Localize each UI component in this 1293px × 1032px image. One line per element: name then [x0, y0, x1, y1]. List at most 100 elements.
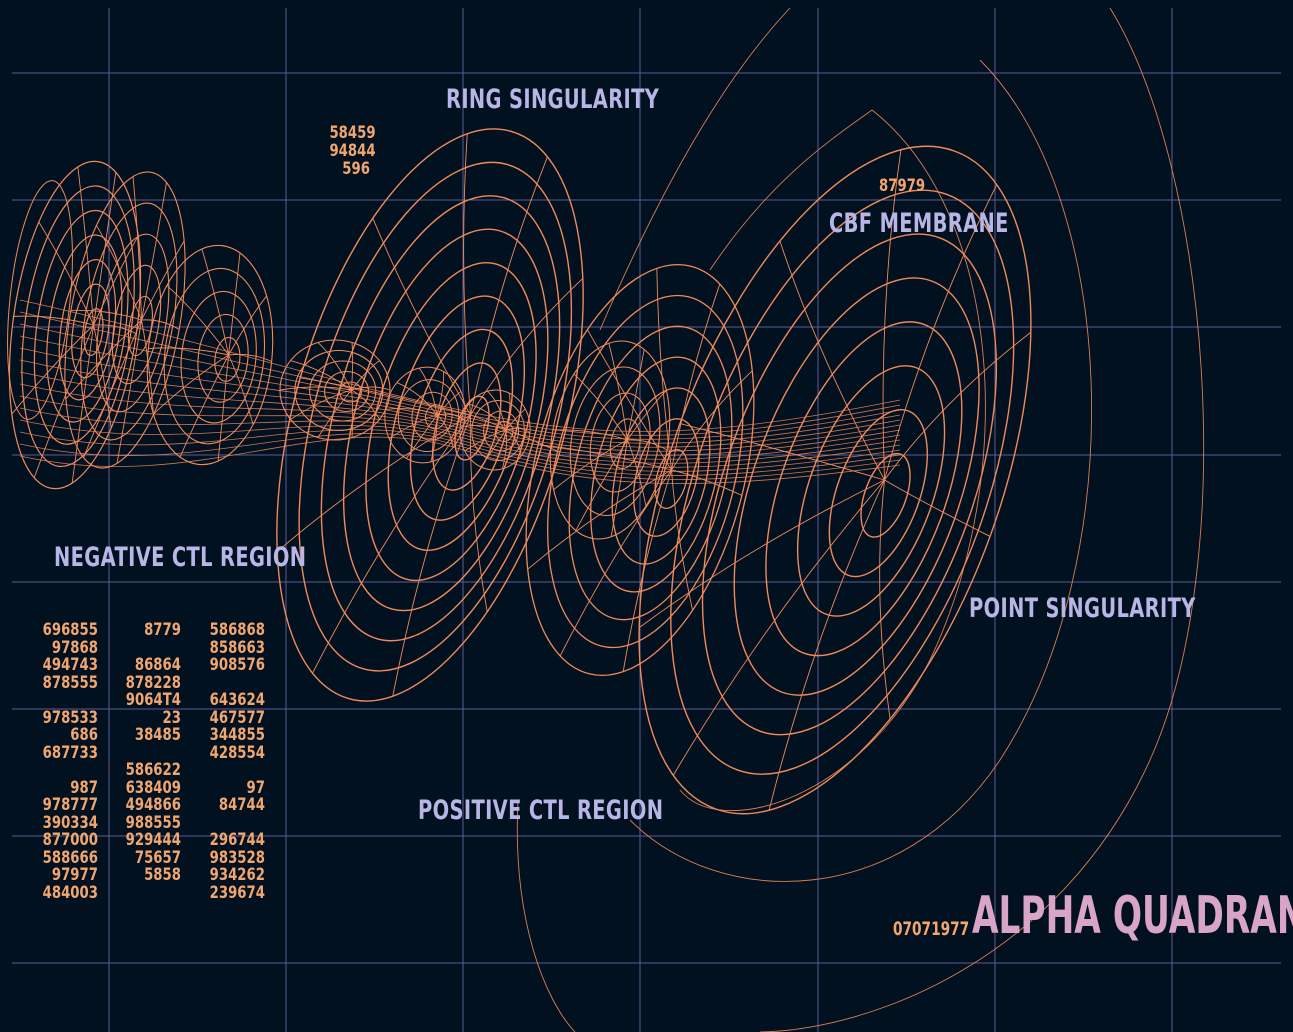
- table-cell: 344855: [209, 725, 265, 745]
- wire-spoke: [575, 439, 628, 531]
- orbit-arcs: [516, 7, 1205, 1032]
- table-cell: 638409: [125, 777, 181, 798]
- table-cell: 687733: [42, 742, 98, 763]
- wire-spoke: [93, 324, 137, 335]
- wire-spoke: [33, 324, 95, 478]
- table-cell: 84744: [218, 795, 265, 815]
- wire-ring: [796, 365, 946, 617]
- wire-spoke: [317, 389, 352, 438]
- cbf-membrane-label: CBF MEMBRANE: [829, 208, 1009, 239]
- wire-spoke: [626, 439, 647, 507]
- wire-spoke: [201, 248, 230, 356]
- table-cell: 643624: [209, 690, 265, 710]
- wire-spoke: [884, 479, 991, 537]
- table-cell: 987: [70, 777, 98, 798]
- table-cell: 878228: [125, 672, 181, 693]
- wire-spoke: [141, 182, 167, 321]
- wire-ring: [765, 321, 963, 657]
- wire-strand: [19, 433, 901, 480]
- wire-ring: [197, 313, 249, 403]
- wire-ring: [71, 283, 110, 379]
- wire-spoke: [93, 172, 117, 326]
- orbit-arc: [679, 109, 986, 811]
- wire-ring: [21, 185, 135, 468]
- wire-ring: [46, 234, 123, 423]
- wire-spoke: [626, 349, 645, 441]
- wire-ring: [860, 452, 911, 538]
- wire-ring: [609, 418, 641, 470]
- wire-ring: [33, 209, 129, 445]
- orbit-arc: [759, 7, 1205, 1032]
- wire-spoke: [879, 479, 891, 720]
- table-cell: 696855: [42, 620, 98, 640]
- wire-strand: [19, 419, 901, 472]
- wire-spoke: [96, 225, 142, 321]
- data-column-1: 696855 97868 494743 878555 978533 686 687733 98…: [42, 620, 98, 902]
- wire-ring: [733, 277, 980, 696]
- wire-spoke: [317, 342, 352, 391]
- wire-spoke: [470, 156, 548, 416]
- ring-value: 58459: [329, 123, 376, 143]
- data-column-2: 8779 86864 878228 9064T4 23 38485 586622 638409…: [125, 620, 181, 903]
- wire-strand: [19, 323, 901, 440]
- table-cell: 858663: [209, 637, 265, 658]
- wire-spoke: [627, 389, 667, 441]
- wire-spoke: [527, 469, 672, 570]
- orbit-arc: [629, 59, 1092, 882]
- table-cell: [43, 692, 98, 710]
- wire-spoke: [70, 309, 142, 321]
- wire-spoke: [153, 354, 229, 415]
- positive-region-label: POSITIVE CTL REGION: [418, 795, 664, 826]
- wire-spoke: [276, 414, 471, 552]
- wire-spoke: [418, 367, 438, 416]
- wire-spoke: [470, 278, 584, 416]
- wire-ring: [432, 362, 502, 491]
- orbit-arc: [516, 799, 576, 1032]
- table-cell: 8779: [144, 620, 181, 640]
- membrane-value: 87979: [879, 176, 926, 196]
- table-cell: 983528: [209, 847, 265, 868]
- wire-strand: [19, 347, 901, 448]
- wire-spoke: [279, 386, 352, 391]
- wire-spoke: [312, 414, 471, 674]
- table-cell: 5858: [144, 865, 181, 885]
- table-cell: 75657: [134, 847, 181, 868]
- wire-spoke: [487, 390, 506, 431]
- table-cell: 588666: [42, 847, 98, 868]
- wire-spoke: [552, 429, 628, 441]
- wire-ring: [670, 189, 1015, 775]
- wire-spoke: [553, 439, 628, 491]
- table-cell: 97: [246, 777, 265, 798]
- wire-ring: [80, 202, 178, 441]
- table-cell: 908576: [209, 655, 265, 675]
- wire-spoke: [141, 240, 185, 321]
- table-cell: 686: [70, 725, 98, 745]
- wire-spoke: [608, 343, 628, 441]
- table-cell: [126, 885, 181, 903]
- table-cell: 929444: [125, 830, 181, 850]
- table-cell: 494743: [42, 655, 98, 675]
- wire-ring: [611, 387, 711, 565]
- table-cell: 586868: [209, 620, 265, 640]
- wire-spoke: [396, 382, 438, 416]
- wire-ring: [828, 409, 928, 578]
- ring-values: 58459 94844 596: [329, 123, 376, 178]
- wire-spoke: [406, 414, 438, 459]
- wire-ring: [320, 195, 561, 642]
- table-cell: 988555: [125, 812, 181, 833]
- table-cell: 97868: [51, 637, 98, 658]
- wire-strand: [19, 429, 901, 476]
- wire-ring: [483, 410, 520, 452]
- table-cell: 38485: [134, 725, 181, 745]
- ring-value: 94844: [329, 141, 376, 161]
- wire-strand: [19, 299, 901, 432]
- table-cell: 239674: [209, 882, 265, 903]
- wire-strand: [19, 383, 901, 460]
- wire-strand: [19, 395, 901, 464]
- wire-spoke: [779, 240, 885, 481]
- wire-ring: [568, 325, 733, 621]
- wire-strand: [19, 359, 901, 452]
- wire-spoke: [372, 218, 471, 416]
- wire-spoke: [71, 324, 95, 484]
